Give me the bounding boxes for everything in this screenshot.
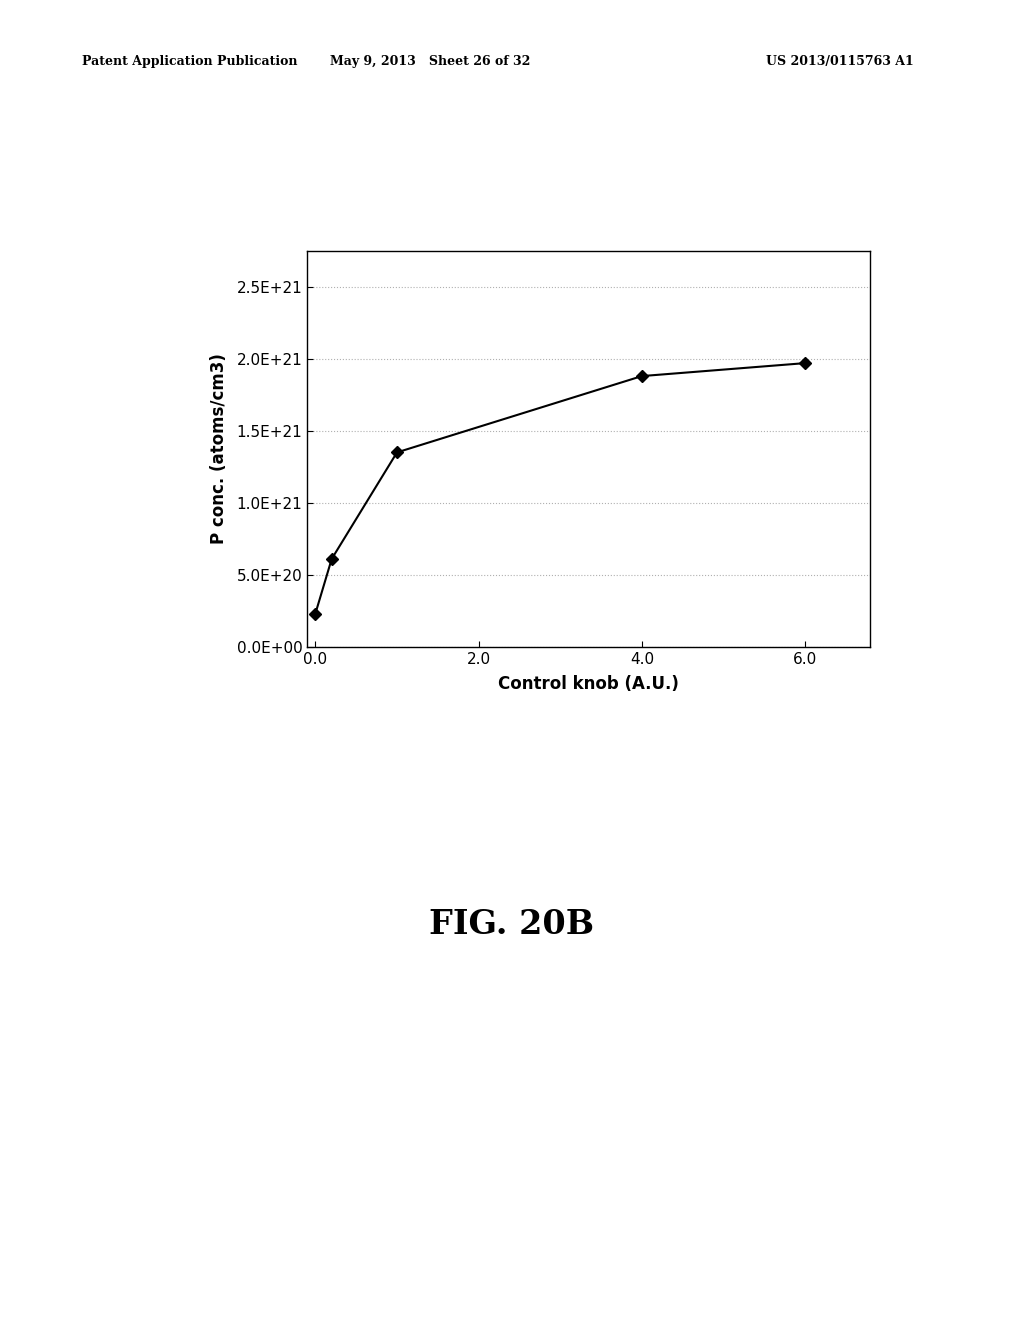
Y-axis label: P conc. (atoms/cm3): P conc. (atoms/cm3) [210,354,228,544]
Text: Patent Application Publication: Patent Application Publication [82,55,297,69]
Text: May 9, 2013   Sheet 26 of 32: May 9, 2013 Sheet 26 of 32 [330,55,530,69]
Text: FIG. 20B: FIG. 20B [429,908,595,940]
Text: US 2013/0115763 A1: US 2013/0115763 A1 [766,55,913,69]
X-axis label: Control knob (A.U.): Control knob (A.U.) [499,675,679,693]
